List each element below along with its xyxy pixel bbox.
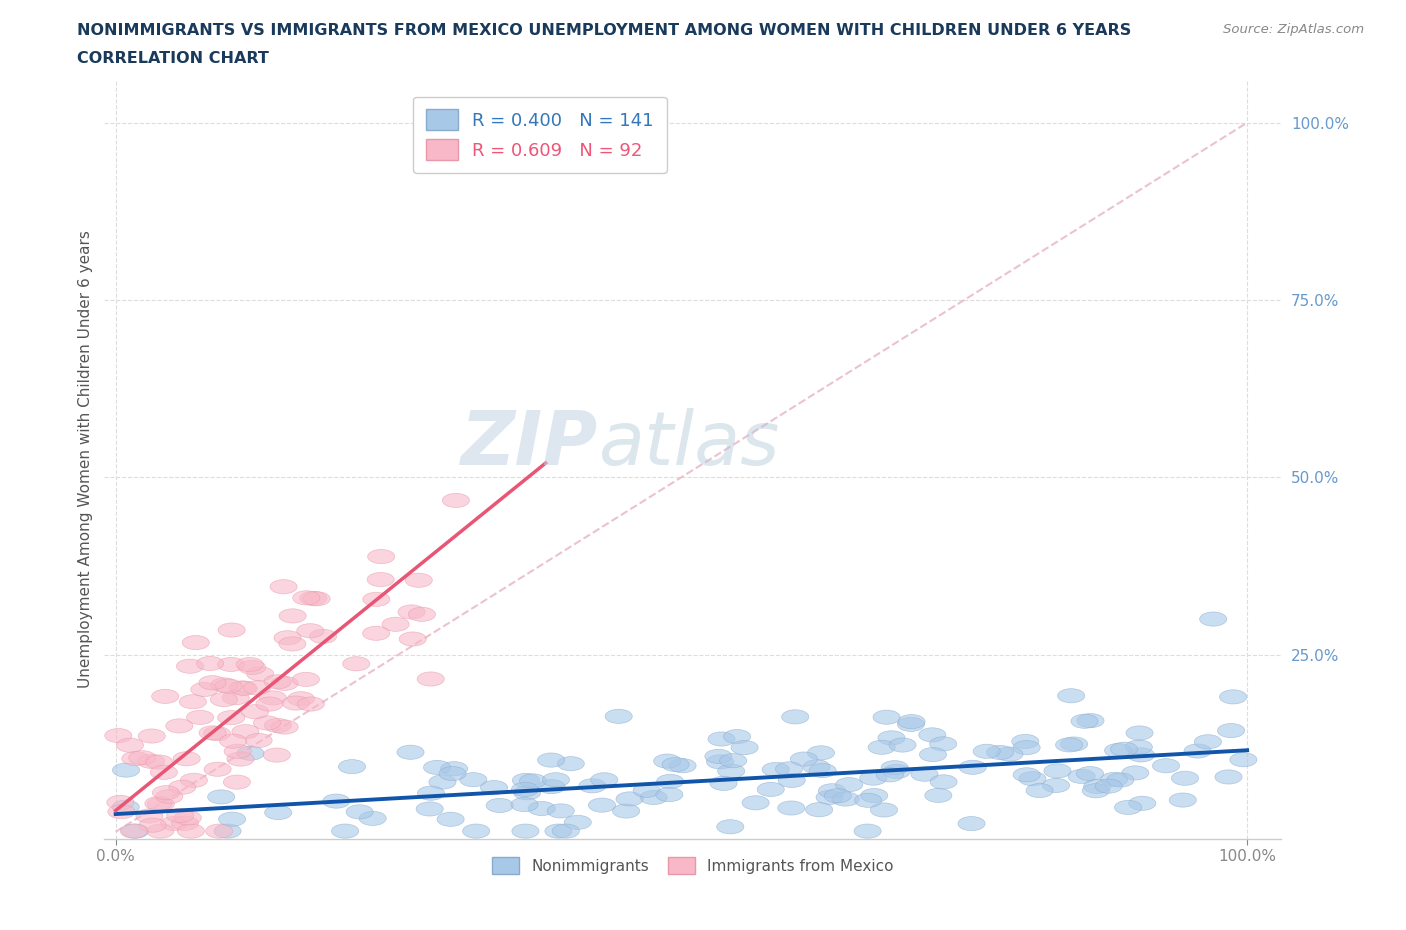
Text: atlas: atlas xyxy=(599,408,780,480)
Text: CORRELATION CHART: CORRELATION CHART xyxy=(77,51,269,66)
Text: Source: ZipAtlas.com: Source: ZipAtlas.com xyxy=(1223,23,1364,36)
Legend: Nonimmigrants, Immigrants from Mexico: Nonimmigrants, Immigrants from Mexico xyxy=(485,851,900,881)
Y-axis label: Unemployment Among Women with Children Under 6 years: Unemployment Among Women with Children U… xyxy=(79,231,93,688)
Text: NONIMMIGRANTS VS IMMIGRANTS FROM MEXICO UNEMPLOYMENT AMONG WOMEN WITH CHILDREN U: NONIMMIGRANTS VS IMMIGRANTS FROM MEXICO … xyxy=(77,23,1132,38)
Text: ZIP: ZIP xyxy=(461,408,599,481)
